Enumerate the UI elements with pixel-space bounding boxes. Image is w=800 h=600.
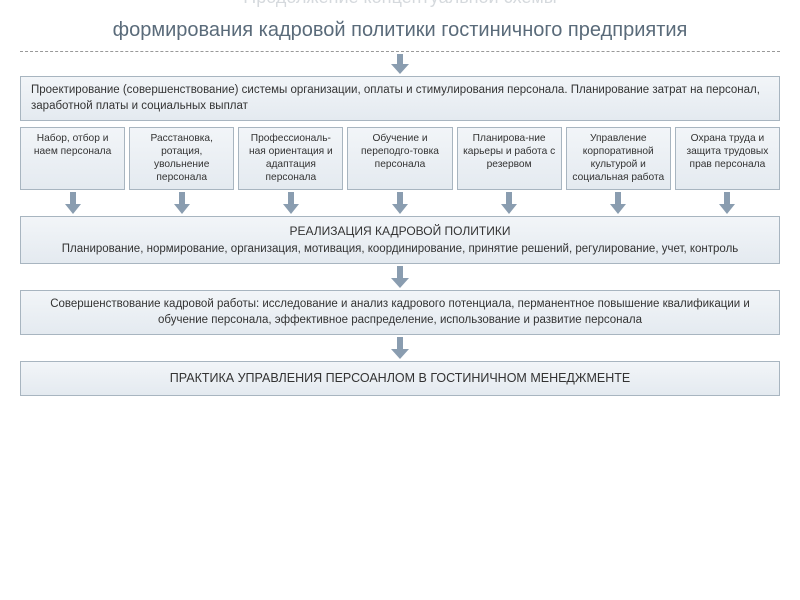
col-box: Набор, отбор и наем персонала <box>20 127 125 190</box>
box-improvement: Совершенствование кадровой работы: иссле… <box>20 290 780 335</box>
arrow-down-icon <box>391 266 409 288</box>
arrows-row-columns <box>20 192 780 214</box>
arrow-down-icon <box>501 192 517 214</box>
arrow-down-icon <box>391 337 409 359</box>
arrow-down-icon <box>610 192 626 214</box>
box-realization-body: Планирование, нормирование, организация,… <box>62 243 739 255</box>
arrow-top <box>0 54 800 74</box>
col-box: Охрана труда и защита трудовых прав перс… <box>675 127 780 190</box>
arrow-down-icon <box>392 192 408 214</box>
box-realization: РЕАЛИЗАЦИЯ КАДРОВОЙ ПОЛИТИКИ Планировани… <box>20 216 780 264</box>
dashed-divider <box>20 51 780 52</box>
arrow-improvement <box>0 337 800 359</box>
col-box: Расстановка, ротация, увольнение персона… <box>129 127 234 190</box>
arrow-down-icon <box>391 54 409 74</box>
arrow-down-icon <box>283 192 299 214</box>
page-title: формирования кадровой политики гостиничн… <box>0 17 800 51</box>
box-design: Проектирование (совершенствование) систе… <box>20 76 780 121</box>
columns-row: Набор, отбор и наем персонала Расстановк… <box>20 127 780 190</box>
box-realization-title: РЕАЛИЗАЦИЯ КАДРОВОЙ ПОЛИТИКИ <box>31 223 769 239</box>
col-box: Обучение и переподго-товка персонала <box>347 127 452 190</box>
arrow-down-icon <box>65 192 81 214</box>
col-box: Планирова-ние карьеры и работа с резерво… <box>457 127 562 190</box>
arrow-down-icon <box>174 192 190 214</box>
box-practice: ПРАКТИКА УПРАВЛЕНИЯ ПЕРСОАНЛОМ В ГОСТИНИ… <box>20 361 780 396</box>
arrow-realization <box>0 266 800 288</box>
arrow-down-icon <box>719 192 735 214</box>
page-title-cut: Продолжение концептуальной схемы <box>0 0 800 17</box>
col-box: Профессиональ-ная ориентация и адаптация… <box>238 127 343 190</box>
col-box: Управление корпоративной культурой и соц… <box>566 127 671 190</box>
